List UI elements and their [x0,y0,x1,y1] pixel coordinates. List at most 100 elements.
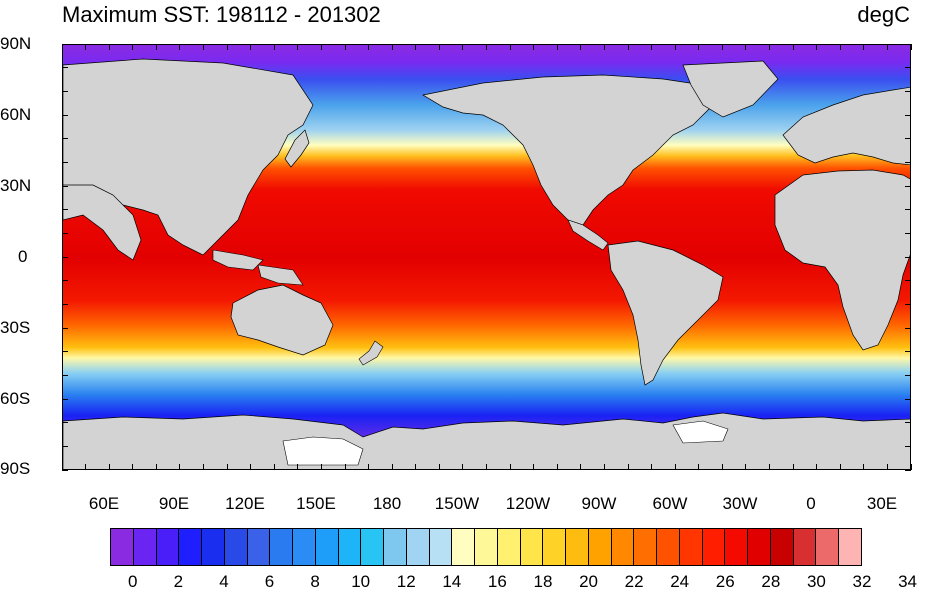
colorbar-swatch [338,529,362,565]
axis-tick [651,44,653,50]
axis-tick [905,469,911,471]
colorbar-swatch [725,529,748,565]
axis-tick [415,44,417,50]
axis-tick [698,464,700,470]
lat-label: 60S [0,389,31,408]
axis-tick [132,44,134,50]
axis-tick [250,44,252,50]
colorbar-swatch [702,529,726,565]
indonesia-islands [212,249,304,286]
colorbar-swatch [588,529,612,565]
axis-tick [910,464,912,470]
axis-tick [886,44,888,50]
axis-tick [580,44,582,50]
axis-tick [905,445,911,447]
axis-tick [580,464,582,470]
colorbar-label: 0 [128,572,138,591]
axis-tick [62,67,68,69]
axis-tick [61,44,63,50]
ice-shelf-ross [282,436,364,466]
lon-label: 120W [505,494,551,513]
japan-islands [284,129,310,168]
lat-label: 30S [0,318,31,337]
axis-tick [905,303,911,305]
axis-tick [533,44,535,50]
lat-label: 90N [0,34,32,53]
axis-tick [769,464,770,470]
arabia-india-landmass [63,184,142,261]
axis-tick [62,374,68,376]
lon-label: 150E [296,494,336,513]
axis-tick [62,445,68,447]
colorbar-swatch [657,529,680,565]
lon-label: 180 [372,494,402,513]
units-label: degC [857,2,910,27]
central-america-landmass [567,219,609,251]
map-panel [62,44,911,470]
lon-label: 150W [434,494,480,513]
axis-tick [721,464,723,470]
axis-tick [905,90,911,92]
colorbar-swatch [406,529,430,565]
axis-tick [62,327,68,329]
axis-tick [226,464,228,470]
colorbar-label: 26 [715,572,735,591]
colorbar-label: 20 [579,572,598,591]
axis-tick [533,464,535,470]
axis-tick [391,44,393,50]
lat-label: 30N [0,176,32,195]
axis-tick [745,44,747,50]
axis-tick [62,398,68,400]
colorbar-swatch [202,529,225,565]
axis-tick [905,256,911,258]
colorbar-label: 24 [670,572,690,591]
axis-tick [273,44,275,50]
axis-tick [863,464,865,470]
axis-tick [155,464,157,470]
colorbar-swatch [179,529,202,565]
axis-tick [62,90,68,92]
axis-tick [816,464,818,470]
africa-landmass [774,169,910,351]
colorbar-swatch [133,529,157,565]
axis-tick [203,44,204,50]
axis-tick [179,464,181,470]
colorbar-label: 2 [173,572,184,591]
axis-tick [792,464,794,470]
colorbar-swatch [543,529,566,565]
colorbar-swatch [384,529,407,565]
axis-tick [391,464,393,470]
colorbar-swatch [497,529,521,565]
colorbar-swatch [247,529,271,565]
axis-tick [905,185,911,187]
colorbar-swatch [770,529,794,565]
axis-tick [627,44,629,50]
axis-tick [651,464,653,470]
axis-tick [905,374,911,376]
lon-label: 90W [581,494,617,513]
south-america-landmass [607,240,724,386]
axis-tick [108,44,110,50]
axis-tick [62,161,68,163]
colorbar-swatch [611,529,635,565]
colorbar-swatch [361,529,384,565]
colorbar-label: 8 [310,572,320,591]
axis-tick [839,44,841,50]
axis-tick [839,464,841,470]
axis-tick [863,44,865,50]
colorbar-swatch [634,529,657,565]
axis-tick [905,351,911,353]
colorbar-label: 30 [806,572,826,591]
lat-label: 0 [18,247,28,266]
colorbar-swatch [156,529,180,565]
lon-label: 60W [652,494,688,513]
axis-tick [816,44,818,50]
australia-landmass [230,284,334,356]
colorbar-swatch [475,529,498,565]
colorbar-label: 10 [351,572,371,591]
axis-tick [179,44,181,50]
axis-tick [85,44,87,50]
axis-tick [509,44,511,50]
colorbar-label: 34 [898,572,918,591]
colorbar-swatch [315,529,339,565]
